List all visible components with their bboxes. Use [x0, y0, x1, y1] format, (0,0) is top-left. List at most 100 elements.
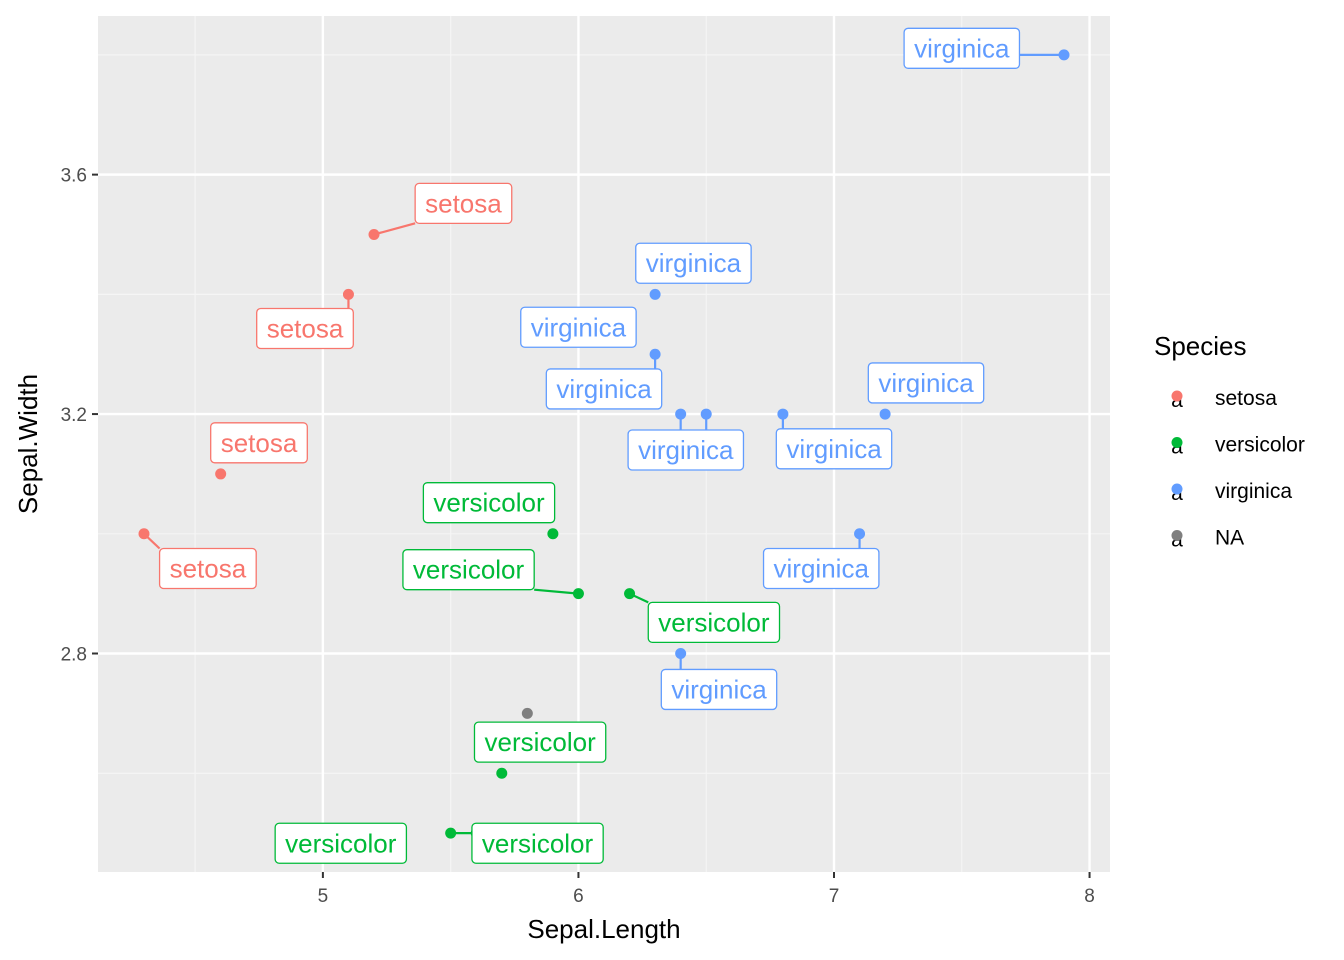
label-text: setosa — [267, 313, 344, 343]
label-text: setosa — [170, 554, 247, 584]
point-label: virginica — [903, 27, 1021, 69]
label-text: versicolor — [433, 488, 545, 518]
point-label: virginica — [520, 306, 637, 348]
label-text: versicolor — [482, 828, 594, 858]
point-label: virginica — [775, 428, 893, 470]
point-label: versicolor — [274, 822, 408, 864]
legend-key-point — [1171, 437, 1183, 448]
label-box — [627, 429, 745, 471]
data-point — [368, 228, 380, 240]
data-point — [1058, 49, 1070, 61]
label-box — [762, 547, 880, 590]
legend-label: virginica — [1215, 480, 1292, 503]
legend-label: setosa — [1215, 387, 1277, 410]
data-point — [879, 408, 891, 420]
point-label: virginica — [635, 242, 752, 284]
data-point — [572, 588, 584, 600]
y-axis-title: Sepal.Width — [13, 374, 43, 514]
legend-key-point — [1171, 530, 1183, 541]
legend-entry: aNA — [1171, 527, 1244, 552]
data-point — [777, 408, 789, 420]
legend-key-point — [1171, 483, 1183, 495]
label-text: virginica — [531, 312, 627, 342]
label-box — [545, 368, 663, 410]
x-axis-ticks: 5 6 7 8 — [318, 872, 1095, 907]
y-tick-label: 3.2 — [61, 405, 87, 426]
label-text: virginica — [556, 374, 652, 404]
x-axis-title: Sepal.Length — [527, 914, 680, 944]
label-text: virginica — [914, 33, 1010, 63]
data-point — [649, 348, 661, 360]
x-tick-label: 5 — [318, 886, 329, 907]
point-label: setosa — [414, 182, 513, 225]
label-box — [414, 182, 513, 225]
data-point — [854, 528, 866, 540]
data-point — [496, 767, 508, 779]
label-box — [473, 721, 607, 763]
y-tick-label: 3.6 — [61, 166, 87, 187]
label-text: virginica — [646, 248, 742, 278]
data-point — [649, 288, 661, 300]
label-text: virginica — [671, 674, 767, 704]
data-point — [675, 408, 687, 420]
label-box — [867, 362, 985, 404]
label-box — [647, 601, 781, 644]
label-text: virginica — [878, 368, 974, 398]
label-text: versicolor — [413, 555, 525, 585]
x-tick-label: 6 — [573, 886, 584, 907]
label-box — [635, 242, 752, 284]
label-text: versicolor — [285, 828, 397, 858]
label-box — [210, 422, 308, 464]
point-label: versicolor — [402, 549, 535, 591]
label-text: setosa — [221, 428, 298, 458]
y-tick-label: 2.8 — [61, 645, 87, 666]
label-box — [422, 482, 556, 524]
data-point — [521, 707, 533, 719]
point-label: versicolor — [647, 601, 781, 644]
label-text: versicolor — [484, 727, 596, 757]
legend-title: Species — [1154, 331, 1247, 361]
label-text: setosa — [425, 188, 502, 218]
data-point — [624, 588, 636, 600]
label-box — [660, 668, 778, 711]
point-label: virginica — [545, 368, 663, 410]
point-label: setosa — [256, 307, 354, 350]
label-connector — [534, 588, 579, 595]
legend-label: versicolor — [1215, 434, 1305, 457]
label-box — [775, 428, 893, 470]
data-point — [675, 648, 687, 660]
y-axis-ticks: 2.8 3.2 3.6 — [61, 166, 98, 666]
label-box — [256, 307, 354, 350]
point-label: virginica — [867, 362, 985, 404]
legend-label: NA — [1215, 527, 1244, 550]
point-label: versicolor — [473, 721, 607, 763]
label-box — [274, 822, 408, 864]
data-point — [547, 528, 559, 540]
label-connector — [373, 222, 416, 236]
point-label: versicolor — [422, 482, 556, 524]
data-point — [445, 827, 457, 839]
point-label: setosa — [158, 547, 257, 590]
label-box — [158, 547, 257, 590]
point-label: virginica — [762, 547, 880, 590]
label-box — [402, 549, 535, 591]
data-point — [342, 288, 354, 300]
label-box — [471, 822, 604, 864]
label-text: virginica — [638, 435, 734, 465]
point-labels: virginicasetosasetosavirginicavirginicav… — [158, 27, 1021, 864]
point-label: setosa — [210, 422, 308, 464]
x-tick-label: 7 — [829, 886, 840, 907]
legend-key-point — [1171, 390, 1183, 402]
label-box — [520, 306, 637, 348]
label-text: virginica — [774, 554, 870, 584]
point-label: versicolor — [471, 822, 604, 864]
label-text: versicolor — [658, 607, 770, 637]
point-label: virginica — [660, 668, 778, 711]
data-point — [138, 528, 150, 540]
